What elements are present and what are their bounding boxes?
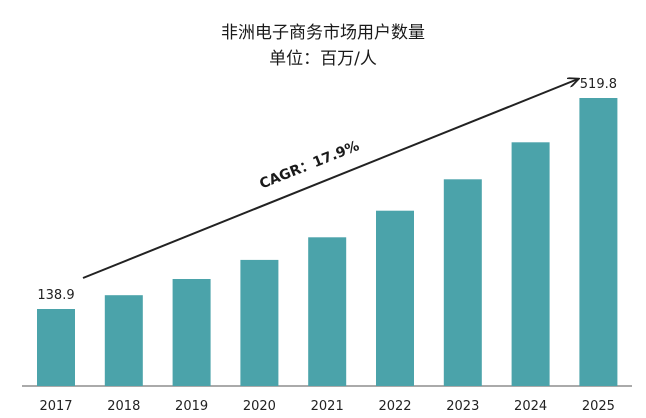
x-tick-label-2021: 2021 (311, 399, 344, 414)
x-tick-label-2018: 2018 (107, 399, 140, 414)
bar-2021 (308, 237, 347, 386)
x-tick-label-2017: 2017 (39, 399, 72, 414)
bar-2024 (511, 142, 550, 386)
data-label-2017: 138.9 (37, 288, 74, 303)
data-label-2025: 519.8 (580, 77, 617, 92)
bar-2019 (172, 279, 211, 386)
x-tick-label-2020: 2020 (243, 399, 276, 414)
x-tick-label-2024: 2024 (514, 399, 547, 414)
chart-title: 非洲电子商务市场用户数量 (221, 23, 425, 43)
bar-2023 (443, 179, 482, 386)
bar-2025 (579, 98, 618, 386)
cagr-annotation: CAGR：17.9% (257, 138, 361, 192)
x-tick-label-2023: 2023 (446, 399, 479, 414)
bar-2018 (104, 295, 143, 386)
bar-2017 (37, 309, 75, 386)
x-tick-label-2025: 2025 (582, 399, 615, 414)
trend-arrow (82, 79, 578, 279)
x-tick-label-2019: 2019 (175, 399, 208, 414)
chart-subtitle: 单位：百万/人 (269, 49, 377, 69)
bar-2022 (376, 210, 414, 386)
bar-2020 (240, 259, 279, 386)
x-tick-label-2022: 2022 (378, 399, 411, 414)
